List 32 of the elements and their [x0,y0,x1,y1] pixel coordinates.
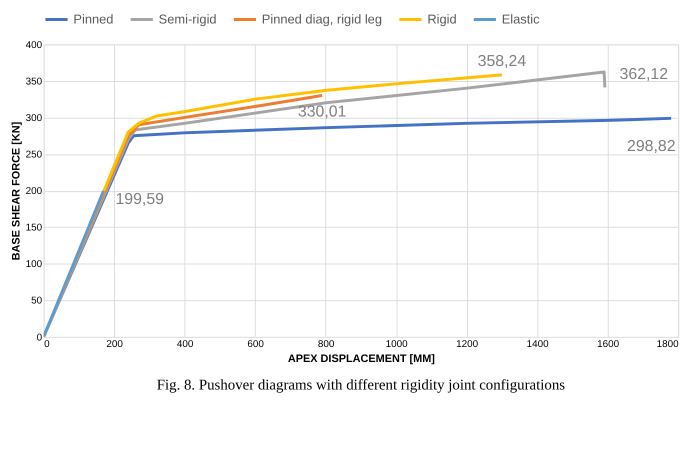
annotation: 298,82 [627,138,676,156]
x-tick-label: 1600 [597,339,620,350]
legend-label: Rigid [427,12,457,27]
y-tick-label: 100 [26,259,43,270]
x-tick-label: 0 [44,339,50,350]
x-tick-label: 1200 [456,339,479,350]
x-tick-label: 800 [318,339,335,350]
legend-label: Semi-rigid [158,12,217,27]
y-tick-label: 250 [26,149,43,160]
annotation: 330,01 [298,103,347,120]
x-tick-label: 1000 [386,339,408,350]
y-tick-label: 350 [26,76,43,88]
legend-label: Pinned diag, rigid leg [262,12,382,27]
x-tick-label: 400 [176,339,194,350]
y-tick-label: 0 [36,332,43,344]
x-tick-label: 1400 [526,339,550,350]
legend-label: Elastic [502,12,540,27]
legend-label: Pinned [73,12,114,27]
y-tick-label: 300 [26,112,43,124]
text: Fig. 8. Pushover diagrams with different rigidity joint configurations [156,377,566,394]
y-tick-label: 150 [26,222,43,234]
y-tick-label: 200 [26,186,43,198]
x-tick-label: 600 [247,339,264,350]
x-axis-title: APEX DISPLACEMENT [MM] [288,353,436,366]
annotation: 358,24 [478,52,526,70]
y-tick-label: 50 [31,296,43,307]
annotation: 362,12 [620,66,668,83]
y-axis-title: BASE SHEAR FORCE [KN] [10,121,23,260]
y-tick-label: 400 [26,40,43,51]
annotation: 199,59 [115,190,164,208]
x-tick-label: 200 [106,339,124,350]
x-tick-label: 1800 [656,339,680,350]
